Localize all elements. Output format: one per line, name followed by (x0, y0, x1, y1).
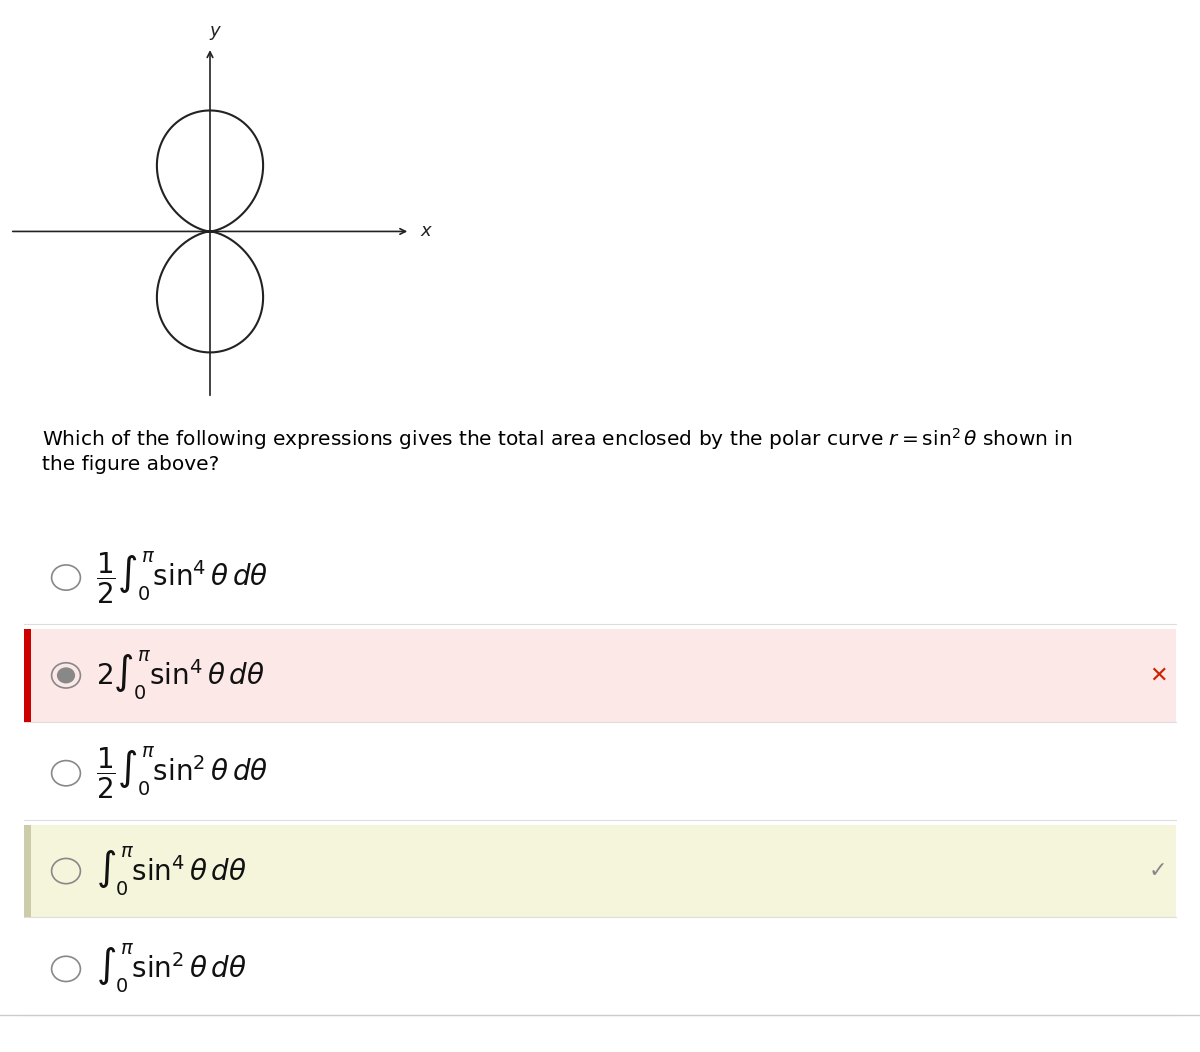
FancyBboxPatch shape (24, 923, 1176, 1015)
Text: $\int_0^{\pi} \sin^4 \theta \, d\theta$: $\int_0^{\pi} \sin^4 \theta \, d\theta$ (96, 845, 247, 897)
Text: $y$: $y$ (209, 24, 223, 42)
FancyBboxPatch shape (24, 825, 1176, 917)
Text: ✕: ✕ (1148, 665, 1168, 686)
FancyBboxPatch shape (24, 629, 1176, 722)
Text: Which of the following expressions gives the total area enclosed by the polar cu: Which of the following expressions gives… (42, 426, 1073, 474)
Text: $2 \int_0^{\pi} \sin^4 \theta \, d\theta$: $2 \int_0^{\pi} \sin^4 \theta \, d\theta… (96, 649, 265, 702)
Text: $x$: $x$ (420, 222, 433, 241)
Circle shape (58, 668, 74, 683)
Text: $\dfrac{1}{2} \int_0^{\pi} \sin^4 \theta \, d\theta$: $\dfrac{1}{2} \int_0^{\pi} \sin^4 \theta… (96, 549, 268, 606)
Text: $\dfrac{1}{2} \int_0^{\pi} \sin^2 \theta \, d\theta$: $\dfrac{1}{2} \int_0^{\pi} \sin^2 \theta… (96, 745, 268, 802)
Text: ✓: ✓ (1148, 861, 1168, 882)
FancyBboxPatch shape (24, 825, 31, 917)
FancyBboxPatch shape (24, 727, 1176, 820)
FancyBboxPatch shape (24, 629, 31, 722)
FancyBboxPatch shape (24, 531, 1176, 624)
Text: $\int_0^{\pi} \sin^2 \theta \, d\theta$: $\int_0^{\pi} \sin^2 \theta \, d\theta$ (96, 943, 247, 995)
